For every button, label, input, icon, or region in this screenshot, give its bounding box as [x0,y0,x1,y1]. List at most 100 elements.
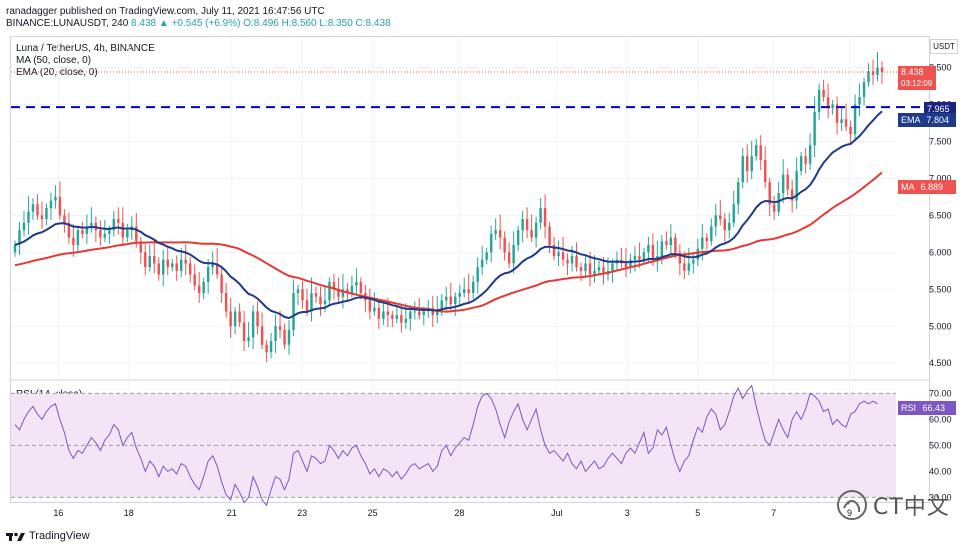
candle-body [242,322,246,342]
candle-body [229,311,232,327]
publisher-line: ranadagger published on TradingView.com,… [6,6,325,17]
candle-body [256,311,259,327]
candle-body [876,67,879,75]
last-price-badge: 8.438 03:12:09 [898,66,936,90]
candle-body [148,256,152,268]
candle-body [206,267,210,282]
candle-body [575,256,578,268]
candle-body [404,318,408,323]
time-tick-label: 18 [124,508,134,518]
candle-body [260,326,264,345]
candle-body [665,241,668,245]
time-tick-label: 7 [771,508,776,518]
candle-body [31,204,35,212]
candle-body [633,256,637,260]
rsi-tick-label: 70.00 [929,388,952,398]
candle-body [157,263,160,275]
candle-body [471,281,475,293]
candle-body [436,311,439,316]
candle-body [498,230,502,238]
chart-frame [10,36,930,503]
time-tick-label: 23 [297,508,307,518]
candle-body [81,230,84,234]
candle-body [346,289,349,293]
ema-line [14,110,883,320]
candle-body [678,252,682,264]
candle-body [624,263,628,268]
candle-body [480,259,484,268]
candle-body [871,71,875,75]
candle-body [418,311,421,316]
rsi-badge: RSI 66.43 [898,401,956,415]
candle-body [328,281,331,301]
time-tick-label: Jul [551,508,563,518]
price-tick-label: 7.500 [929,136,952,146]
price-tick-label: 5.500 [929,284,952,294]
candle-body [319,296,322,305]
candle-body [18,230,21,245]
candle-body [602,267,605,275]
candle-body [754,145,758,157]
candle-body [808,145,812,164]
candle-body [368,300,372,312]
candle-body [265,344,268,353]
time-tick-label: 28 [454,508,464,518]
candle-body [197,285,201,293]
candle-body [507,252,511,264]
candle-body [382,311,385,319]
candle-body [849,126,852,135]
candle-body [103,233,107,238]
candle-body [862,82,866,98]
rsi-tick-label: 60.00 [929,414,952,424]
candle-body [858,97,861,105]
candle-body [853,104,857,135]
candle-body [409,311,412,319]
candle-body [570,256,574,264]
candle-body [188,263,192,275]
candle-body [238,311,241,323]
ma-line [14,171,883,313]
candle-body [462,289,466,293]
candle-body [683,263,686,271]
candle-body [67,222,71,238]
candle-body [278,326,282,330]
candle-body [90,222,93,227]
time-tick-label: 16 [53,508,63,518]
candle-body [296,289,300,293]
rsi-tick-label: 50.00 [929,440,952,450]
candle-body [112,219,116,231]
candle-body [552,244,556,257]
candle-body [701,237,704,249]
time-tick-label: 5 [695,508,700,518]
candle-body [588,263,592,275]
candle-body [759,145,762,160]
currency-box[interactable]: USDT [930,39,958,54]
candle-body [512,244,515,264]
candle-body [184,259,187,264]
candle-body [139,241,143,253]
candle-body [660,241,664,257]
candle-body [723,219,727,231]
candle-body [539,208,542,223]
candle-body [63,215,66,223]
candle-body [826,97,830,109]
time-tick-label: 21 [227,508,237,518]
candle-body [224,293,228,312]
candle-body [741,156,744,183]
rsi-badge-value: 66.43 [922,403,946,413]
candle-body [476,267,479,282]
last-price-value: 8.438 [901,67,924,77]
candle-body [269,341,273,353]
candle-body [745,156,749,172]
candle-body [813,111,816,146]
candle-body [292,293,295,330]
tradingview-logo[interactable]: TradingView [6,530,90,542]
candle-body [817,89,821,112]
candle-body [395,315,399,319]
candle-body [121,222,125,238]
candle-body [377,307,381,319]
candle-body [629,259,632,268]
candle-body [647,244,650,253]
price-tick-label: 8.500 [929,63,952,73]
